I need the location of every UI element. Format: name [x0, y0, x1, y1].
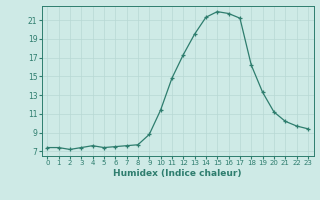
X-axis label: Humidex (Indice chaleur): Humidex (Indice chaleur) [113, 169, 242, 178]
